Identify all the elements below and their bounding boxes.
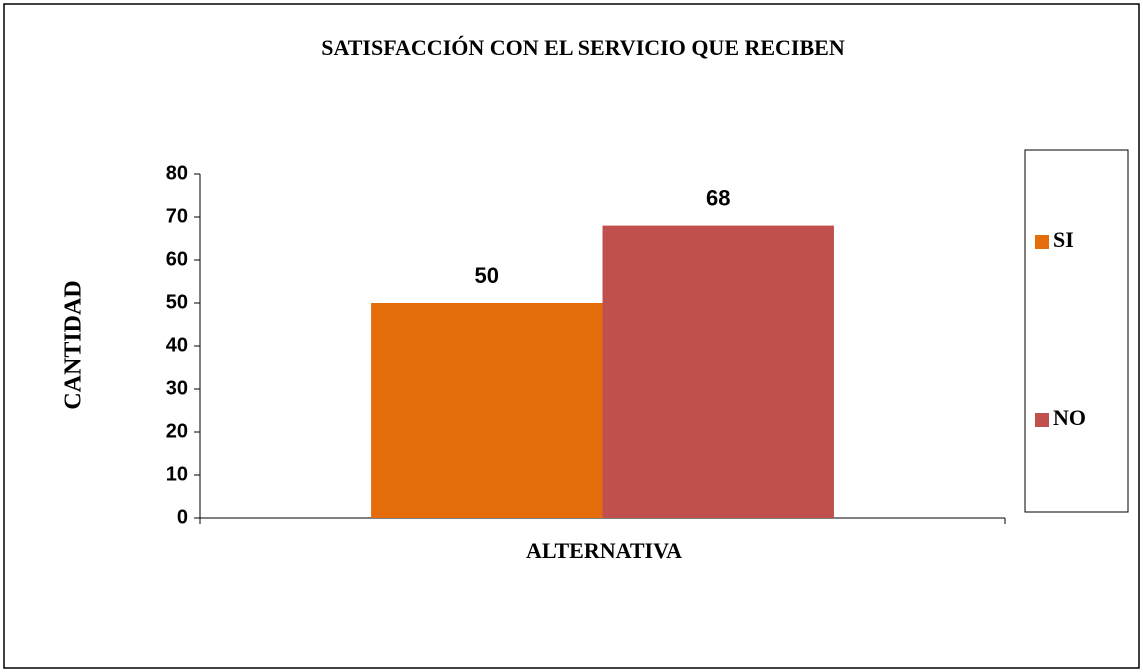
y-tick-label: 80 xyxy=(166,162,188,184)
y-tick-label: 50 xyxy=(166,291,188,313)
legend-swatch xyxy=(1035,413,1049,427)
chart-title: SATISFACCIÓN CON EL SERVICIO QUE RECIBEN xyxy=(321,35,845,60)
bar xyxy=(602,225,834,518)
data-label: 68 xyxy=(706,185,730,210)
y-tick-label: 0 xyxy=(177,506,188,528)
x-axis-title: ALTERNATIVA xyxy=(526,538,682,563)
y-tick-label: 10 xyxy=(166,463,188,485)
y-tick-label: 30 xyxy=(166,377,188,399)
bar xyxy=(371,303,603,518)
y-tick-label: 60 xyxy=(166,248,188,270)
legend-swatch xyxy=(1035,235,1049,249)
y-axis-title: CANTIDAD xyxy=(61,280,87,409)
y-tick-label: 20 xyxy=(166,420,188,442)
legend-label: SI xyxy=(1053,227,1074,252)
data-label: 50 xyxy=(475,263,499,288)
y-tick-label: 70 xyxy=(166,205,188,227)
legend-label: NO xyxy=(1053,405,1086,430)
y-tick-label: 40 xyxy=(166,334,188,356)
legend-box xyxy=(1024,149,1129,513)
